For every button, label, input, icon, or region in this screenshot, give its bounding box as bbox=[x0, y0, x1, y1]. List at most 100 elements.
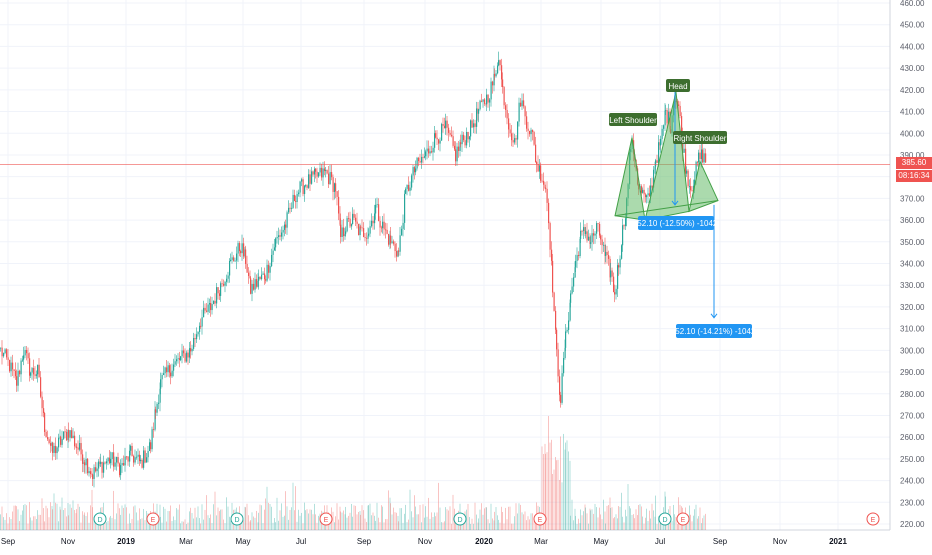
candle-body bbox=[490, 81, 492, 100]
candle-body bbox=[191, 348, 193, 352]
candle-body bbox=[154, 409, 156, 430]
candle-body bbox=[476, 108, 478, 127]
volume-bar bbox=[217, 507, 219, 530]
volume-bar bbox=[364, 518, 366, 530]
volume-bar bbox=[292, 482, 294, 530]
volume-bar bbox=[64, 508, 66, 530]
volume-bar bbox=[159, 504, 161, 530]
event-marker[interactable] bbox=[676, 512, 690, 526]
candle-body bbox=[625, 218, 627, 227]
volume-bar bbox=[487, 519, 489, 530]
pattern-label: Right Shoulder bbox=[674, 134, 727, 143]
candle-body bbox=[158, 402, 160, 404]
event-marker[interactable] bbox=[230, 512, 244, 526]
volume-bar bbox=[309, 509, 311, 530]
candle-body bbox=[332, 177, 334, 192]
volume-bar bbox=[647, 520, 649, 530]
candle-body bbox=[107, 457, 109, 462]
candle-body bbox=[53, 445, 55, 453]
candle-body bbox=[113, 452, 115, 467]
volume-bar bbox=[229, 516, 230, 530]
countdown-label: 08:16:34 bbox=[896, 170, 932, 182]
volume-bar bbox=[639, 504, 641, 530]
candle-body bbox=[174, 361, 176, 365]
candle-body bbox=[254, 279, 256, 290]
volume-bar bbox=[335, 516, 336, 530]
volume-bar bbox=[449, 506, 451, 530]
candle-body bbox=[164, 367, 166, 374]
volume-bar bbox=[470, 523, 471, 530]
candle-body bbox=[214, 300, 216, 304]
volume-bar bbox=[251, 512, 253, 530]
volume-bar bbox=[237, 523, 239, 530]
volume-bar bbox=[524, 511, 526, 530]
volume-bar bbox=[248, 515, 249, 530]
candle-body bbox=[55, 445, 57, 454]
volume-bar bbox=[586, 513, 588, 530]
candle-body bbox=[210, 303, 212, 311]
candle-body bbox=[467, 132, 469, 140]
event-marker[interactable] bbox=[658, 512, 672, 526]
volume-bar bbox=[361, 505, 363, 530]
candle-body bbox=[409, 187, 411, 191]
volume-bar bbox=[543, 453, 544, 530]
volume-bar bbox=[499, 522, 501, 530]
volume-bar bbox=[161, 522, 163, 530]
y-tick-label: 230.00 bbox=[900, 498, 925, 507]
volume-bar bbox=[34, 516, 36, 530]
volume-bar bbox=[549, 442, 551, 530]
candle-body bbox=[366, 237, 368, 239]
volume-bar bbox=[591, 509, 593, 530]
volume-bar bbox=[312, 514, 314, 530]
volume-bar bbox=[348, 515, 349, 530]
volume-bar bbox=[541, 446, 543, 530]
volume-bar bbox=[173, 516, 174, 530]
volume-bar bbox=[187, 522, 189, 530]
candle-body bbox=[227, 275, 229, 279]
candle-body bbox=[471, 120, 473, 128]
volume-bar bbox=[546, 452, 548, 530]
candle-body bbox=[588, 236, 590, 241]
candle-body bbox=[29, 358, 31, 376]
volume-bar bbox=[601, 519, 603, 530]
candle-body bbox=[425, 151, 427, 157]
candle-body bbox=[284, 224, 286, 230]
candle-body bbox=[606, 251, 608, 256]
volume-bar bbox=[45, 505, 47, 530]
event-marker[interactable] bbox=[533, 512, 547, 526]
volume-bar bbox=[566, 440, 568, 530]
candle-body bbox=[574, 267, 576, 278]
volume-bar bbox=[629, 506, 630, 530]
event-marker[interactable] bbox=[453, 512, 467, 526]
pattern-label-bg bbox=[666, 79, 690, 92]
event-marker[interactable] bbox=[93, 512, 107, 526]
volume-bar bbox=[167, 510, 169, 530]
volume-bar bbox=[20, 514, 22, 530]
candle-body bbox=[7, 357, 9, 360]
volume-bar bbox=[23, 505, 24, 530]
volume-bar bbox=[611, 507, 613, 530]
candle-body bbox=[493, 73, 495, 86]
candle-body bbox=[611, 270, 613, 277]
event-marker[interactable] bbox=[866, 512, 880, 526]
candle-body bbox=[10, 362, 12, 372]
volume-bar bbox=[438, 482, 439, 530]
event-marker[interactable] bbox=[146, 512, 160, 526]
candle-body bbox=[27, 353, 29, 359]
candle-body bbox=[226, 278, 228, 282]
volume-bar bbox=[67, 502, 69, 530]
volume-bar bbox=[477, 522, 479, 530]
event-marker[interactable] bbox=[319, 512, 333, 526]
candle-body bbox=[546, 188, 548, 203]
volume-bar bbox=[174, 520, 176, 530]
volume-bar bbox=[129, 513, 130, 530]
volume-bar bbox=[219, 511, 220, 530]
plot-area[interactable] bbox=[0, 0, 890, 530]
volume-bar bbox=[264, 509, 265, 530]
volume-bar bbox=[551, 439, 552, 530]
candle-body bbox=[556, 329, 558, 350]
volume-bar bbox=[505, 507, 506, 530]
volume-bar bbox=[552, 474, 553, 530]
